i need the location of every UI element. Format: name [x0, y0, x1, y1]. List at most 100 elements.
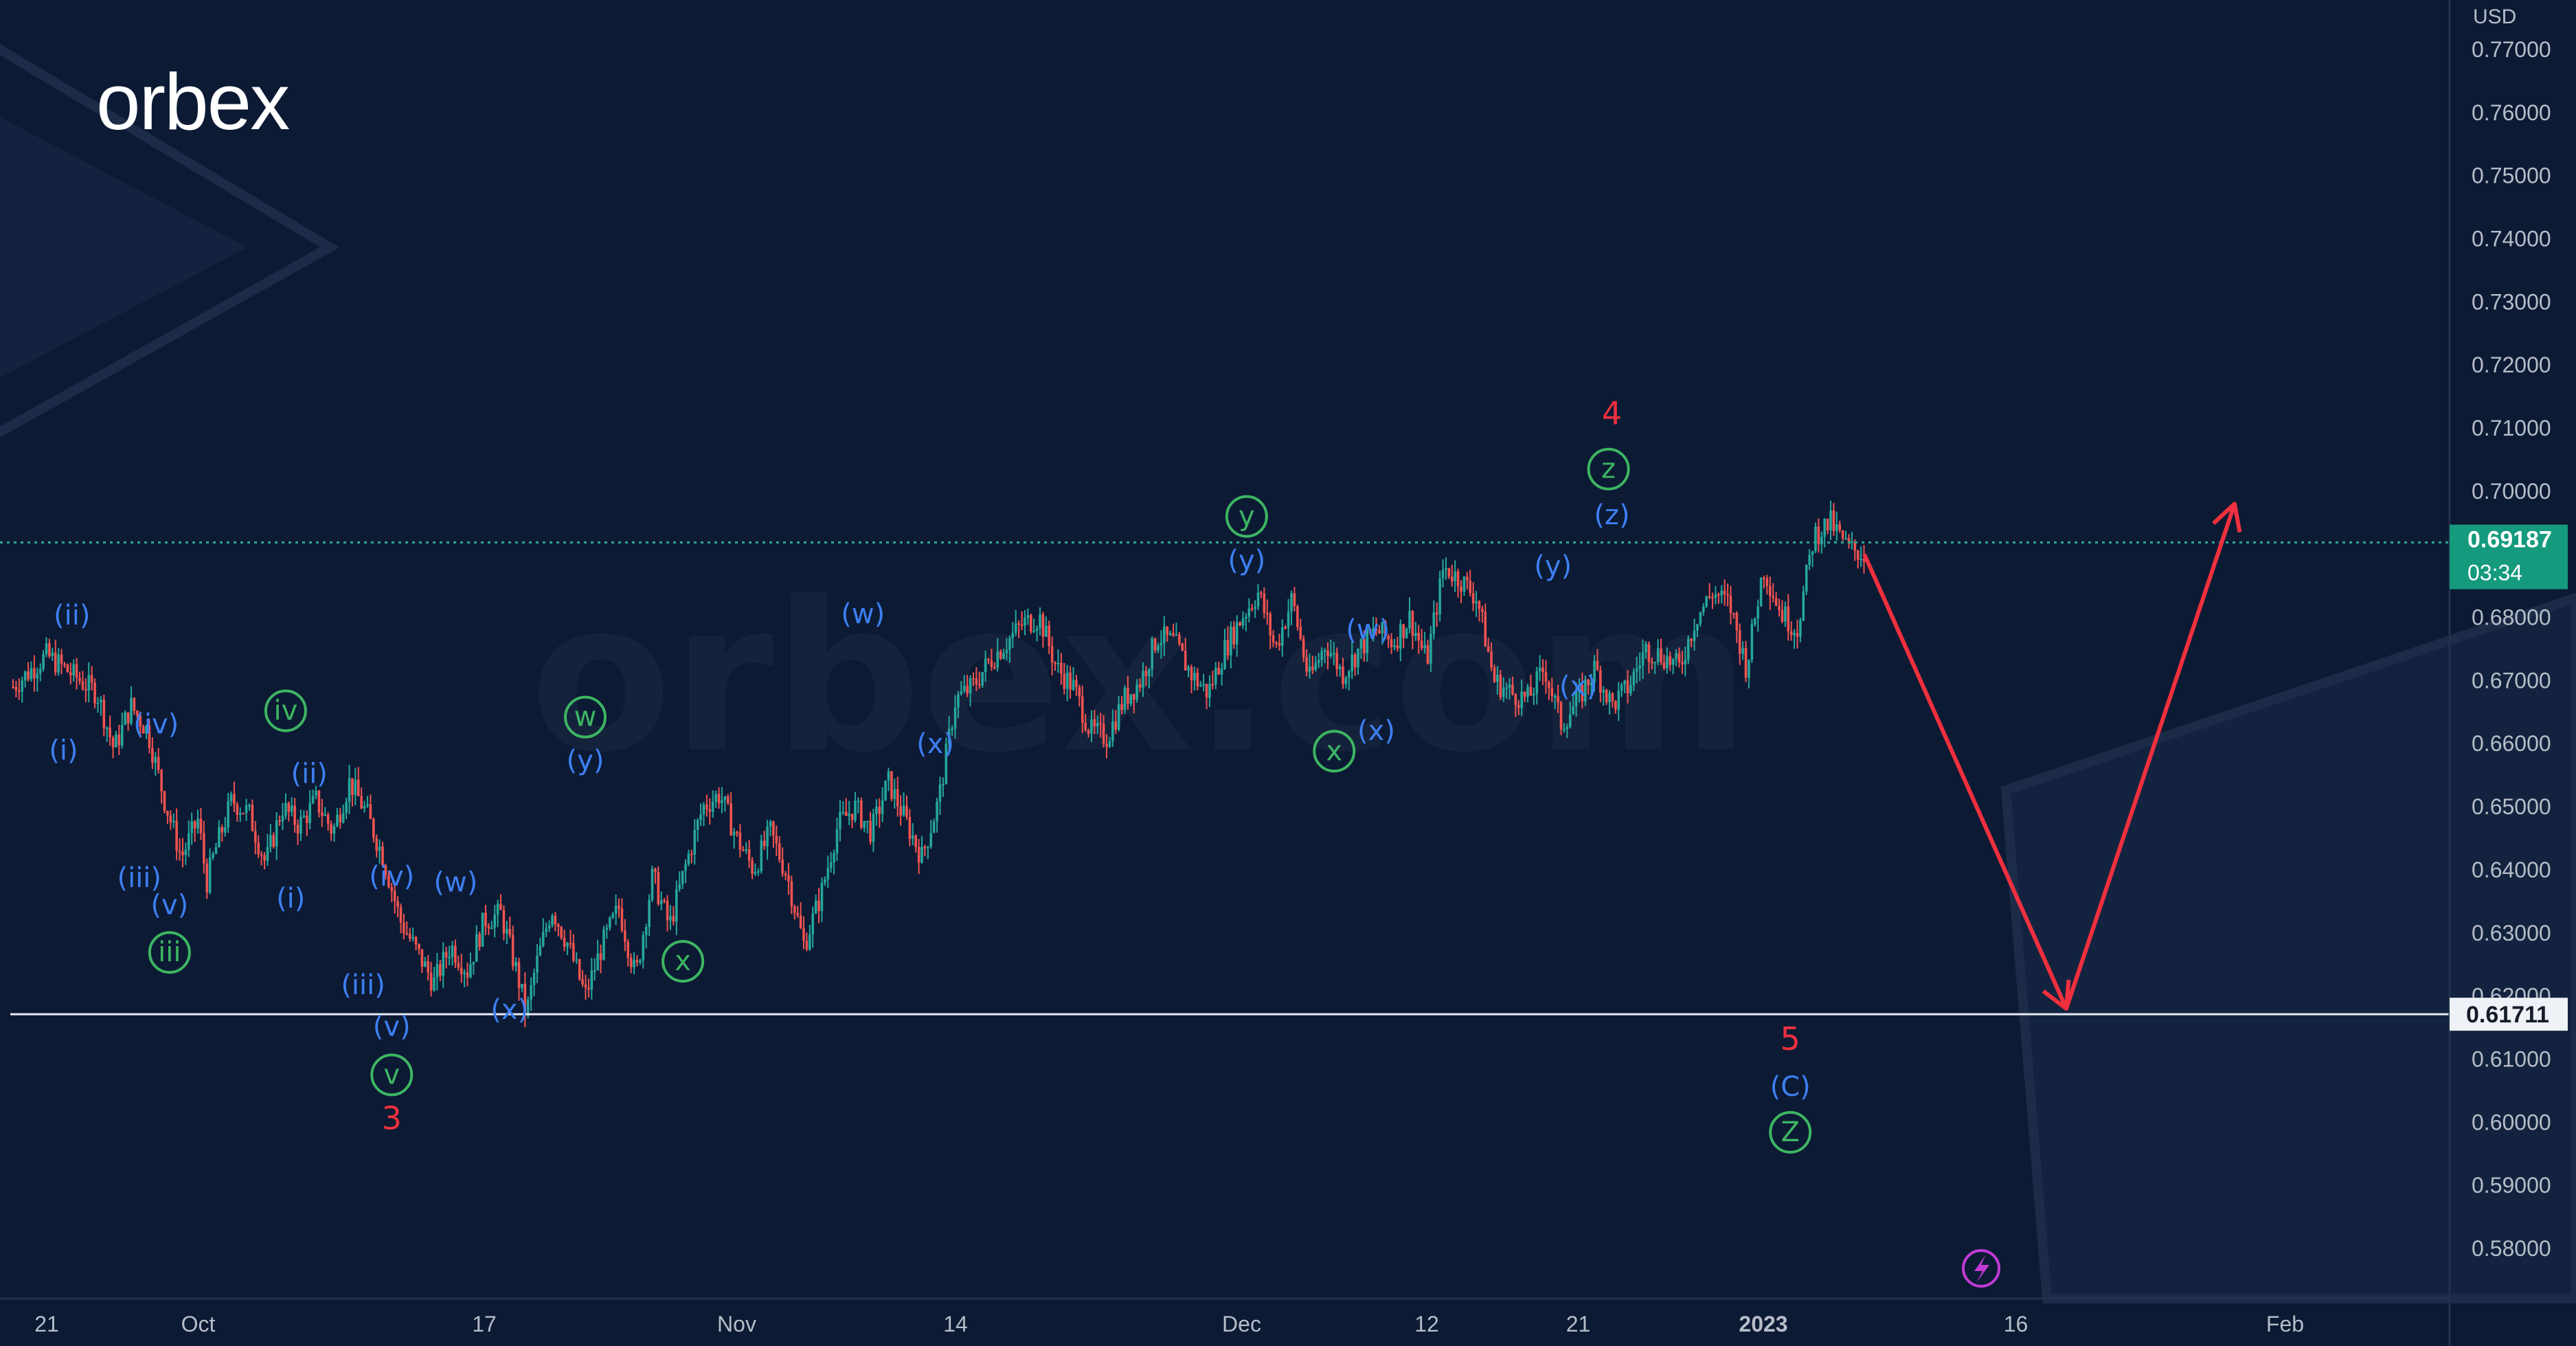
candle-body-93: [293, 805, 296, 825]
candle-body-447: [1366, 629, 1369, 653]
price-tick-11: 0.66000: [2472, 731, 2551, 756]
candle-body-327: [1002, 653, 1005, 659]
wave-label-6: iv: [274, 695, 298, 726]
candle-body-443: [1353, 654, 1357, 668]
candle-body-441: [1348, 671, 1351, 678]
candle-body-431: [1317, 660, 1320, 663]
candle-body-103: [324, 814, 327, 816]
candle-body-565: [1723, 590, 1726, 594]
candle-body-318: [975, 678, 978, 684]
candle-body-556: [1696, 624, 1699, 631]
wave-label-circle-29: [1587, 447, 1630, 491]
candle-body-68: [218, 827, 221, 847]
candle-body-49: [160, 770, 163, 792]
candle-body-258: [793, 906, 796, 913]
candle-body-476: [1454, 571, 1456, 582]
candle-body-149: [463, 972, 466, 974]
wave-label-23: (w): [1346, 614, 1390, 646]
candle-body-433: [1323, 650, 1326, 652]
candle-body-157: [487, 926, 490, 928]
candle-body-129: [403, 922, 405, 934]
candle-body-140: [436, 964, 439, 978]
candle-body-379: [1160, 643, 1163, 646]
candle-body-393: [1202, 684, 1205, 686]
candle-body-212: [654, 868, 657, 873]
candle-body-494: [1508, 684, 1511, 688]
time-tick-5: Dec: [1222, 1312, 1261, 1336]
candle-body-224: [690, 853, 693, 855]
wave-label-3: (iii): [117, 862, 161, 894]
candle-body-585: [1784, 606, 1787, 622]
candle-body-391: [1196, 673, 1199, 686]
candle-body-334: [1024, 618, 1026, 626]
candle-body-387: [1184, 651, 1187, 671]
support-price-value: 0.61711: [2466, 1002, 2549, 1028]
candle-body-438: [1338, 666, 1342, 669]
candle-body-245: [754, 872, 757, 874]
price-tick-6: 0.71000: [2472, 416, 2551, 440]
lightning-icon[interactable]: [1962, 1249, 2000, 1288]
candle-body-183: [566, 943, 569, 947]
candle-body-184: [569, 943, 572, 945]
time-axis[interactable]: 21 Oct 17 Nov 14 Dec 12 21 2023 16 Feb: [34, 1312, 2304, 1336]
arrowhead-0: [2042, 979, 2071, 1011]
candle-body-111: [348, 778, 351, 803]
decor-chevron-left: [0, 43, 339, 438]
candle-body-291: [893, 789, 896, 799]
candle-body-128: [399, 907, 403, 923]
candle-body-359: [1099, 723, 1102, 725]
candle-body-487: [1487, 646, 1490, 652]
candle-body-592: [1805, 564, 1808, 592]
candle-body-452: [1381, 622, 1384, 634]
candle-body-126: [393, 890, 396, 901]
candle-body-47: [154, 756, 157, 763]
candle-body-580: [1769, 585, 1772, 596]
candle-body-336: [1029, 615, 1032, 631]
candle-body-349: [1069, 672, 1072, 690]
candle-body-226: [696, 820, 699, 830]
candle-body-481: [1469, 581, 1472, 594]
candle-body-246: [757, 871, 760, 873]
candle-body-523: [1596, 660, 1599, 671]
candle-body-113: [354, 779, 357, 795]
candle-body-339: [1039, 614, 1041, 629]
wave-label-24: (x): [1357, 715, 1395, 747]
candle-body-83: [263, 855, 266, 861]
candle-body-553: [1686, 638, 1690, 660]
wave-label-19: (w): [841, 598, 885, 630]
candle-body-19: [69, 672, 72, 675]
candle-body-193: [596, 953, 599, 971]
candle-body-549: [1675, 653, 1677, 660]
candle-body-311: [953, 707, 957, 729]
candle-body-367: [1123, 688, 1127, 710]
wave-label-18: x: [675, 945, 691, 977]
candle-body-421: [1287, 612, 1290, 628]
candle-body-54: [175, 820, 178, 851]
candle-body-313: [960, 691, 963, 695]
candle-body-442: [1351, 654, 1354, 672]
candle-body-205: [633, 960, 635, 967]
candle-body-515: [1572, 706, 1574, 715]
candle-body-231: [711, 801, 714, 812]
candle-body-280: [860, 800, 863, 828]
candle-body-597: [1820, 537, 1823, 545]
wave-label-1: (i): [49, 734, 78, 766]
candle-body-514: [1568, 714, 1572, 728]
candle-body-125: [390, 887, 394, 891]
wave-label-27: (x): [1559, 671, 1597, 703]
candle-body-203: [626, 941, 630, 958]
orbex-logo: orbex: [96, 57, 291, 146]
candle-body-243: [747, 849, 751, 861]
candle-body-586: [1787, 606, 1790, 631]
candle-body-525: [1602, 690, 1605, 693]
candle-body-102: [321, 812, 324, 816]
candle-body-139: [433, 977, 436, 991]
candle-body-142: [442, 952, 445, 976]
candle-body-99: [311, 796, 315, 803]
candle-body-460: [1405, 628, 1408, 638]
candle-body-463: [1414, 633, 1417, 636]
candle-body-207: [639, 960, 642, 963]
candle-body-351: [1075, 680, 1078, 688]
